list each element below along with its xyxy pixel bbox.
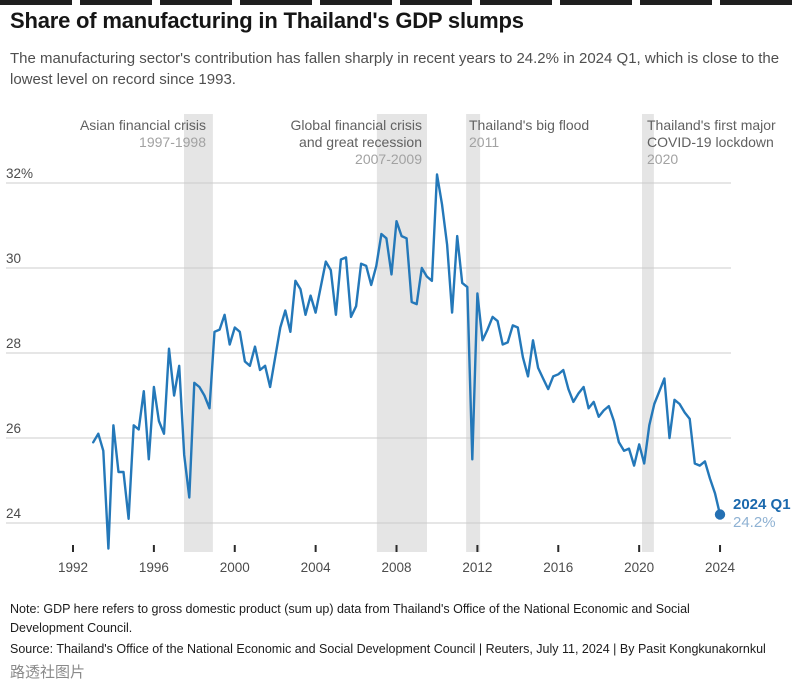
annotation-label: Thailand's big flood — [469, 117, 590, 133]
crisis-band — [466, 114, 481, 552]
watermark-text: 路透社图片 — [10, 664, 86, 681]
page-title: Share of manufacturing in Thailand's GDP… — [10, 8, 524, 33]
x-tick-mark — [314, 545, 317, 552]
x-tick-label: 2008 — [381, 560, 411, 575]
x-tick-mark — [152, 545, 155, 552]
x-tick-mark — [72, 545, 74, 552]
gridlines — [6, 182, 731, 524]
annotation-label: COVID-19 lockdown — [647, 134, 774, 150]
latest-period-label: 2024 Q1 — [733, 496, 791, 513]
chart-subtitle: The manufacturing sector's contribution … — [10, 50, 780, 88]
y-tick-label: 32% — [6, 166, 33, 181]
x-tick-label: 1992 — [58, 560, 88, 575]
crisis-band — [642, 114, 654, 552]
crisis-bands — [184, 114, 654, 552]
y-tick-label: 28 — [6, 336, 21, 351]
x-tick-mark — [638, 545, 641, 552]
annotation-label: Global financial crisis — [290, 117, 423, 133]
annotation-years: 2011 — [469, 134, 500, 150]
x-tick-mark — [395, 545, 398, 552]
crisis-band — [184, 114, 213, 552]
x-tick-label: 2000 — [220, 560, 250, 575]
annotation-label: and great recession — [299, 134, 422, 150]
annotation-asian-financial-crisis: Asian financial crisis 1997-1998 — [80, 117, 206, 151]
footnote: Note: GDP here refers to gross domestic … — [10, 602, 690, 635]
crisis-band — [376, 114, 427, 552]
x-tick-label: 2012 — [462, 560, 492, 575]
y-tick-label: 30 — [6, 251, 21, 266]
x-tick-label: 2020 — [624, 560, 654, 575]
latest-value-dot — [714, 509, 726, 520]
y-axis-labels: 32% 30 28 26 24 — [6, 166, 33, 521]
y-tick-label: 24 — [6, 506, 22, 521]
x-tick-mark — [557, 545, 560, 552]
x-tick-label: 2024 — [705, 560, 736, 575]
gdp-share-line — [92, 173, 722, 550]
x-tick-label: 2004 — [301, 560, 332, 575]
annotation-years: 2007-2009 — [355, 151, 422, 167]
x-tick-mark — [233, 545, 236, 552]
x-tick-mark — [476, 545, 479, 552]
source-line: Source: Thailand's Office of the Nationa… — [10, 642, 766, 656]
annotation-covid-lockdown: Thailand's first major COVID-19 lockdown… — [647, 117, 776, 168]
annotation-label: Thailand's first major — [647, 117, 776, 133]
annotation-big-flood: Thailand's big flood 2011 — [469, 117, 589, 151]
latest-value-callout: 2024 Q1 24.2% — [733, 496, 791, 532]
annotation-years: 1997-1998 — [139, 134, 206, 150]
x-tick-label: 1996 — [139, 560, 169, 575]
x-axis-ticks: 1992 1996 2000 2004 2008 2012 2016 2020 2024 — [58, 545, 736, 575]
cropped-text-artifact — [0, 0, 800, 5]
x-tick-label: 2016 — [543, 560, 573, 575]
annotation-label: Asian financial crisis — [79, 117, 206, 133]
annotation-global-financial-crisis: Global financial crisis and great recess… — [291, 117, 423, 168]
latest-value-label: 24.2% — [733, 514, 776, 531]
x-tick-mark — [719, 545, 722, 552]
y-tick-label: 26 — [6, 421, 21, 436]
annotation-years: 2020 — [647, 151, 679, 167]
